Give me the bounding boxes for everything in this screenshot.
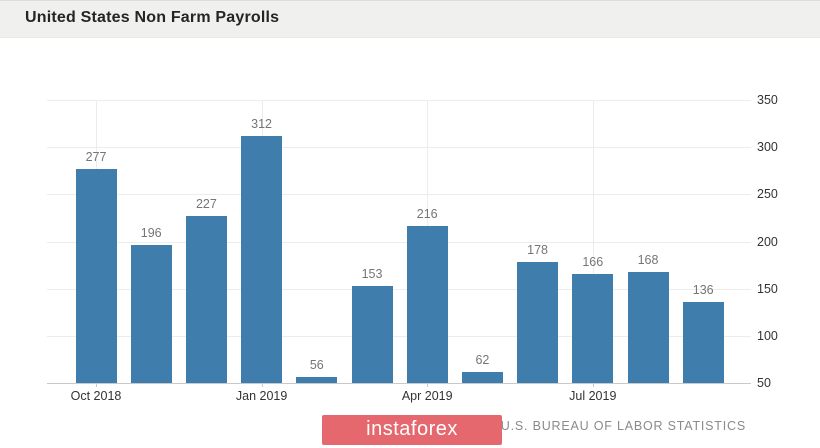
bar-value-label: 136 — [692, 282, 714, 297]
instaforex-watermark: instaforex — [322, 415, 502, 445]
horizontal-gridline — [47, 241, 751, 243]
bar — [241, 135, 283, 383]
bar — [185, 216, 227, 383]
x-tick-label: Jan 2019 — [235, 389, 288, 403]
bar-value-label: 153 — [361, 266, 383, 281]
bar — [461, 371, 503, 383]
bar-value-label: 178 — [527, 243, 549, 258]
bar-value-label: 196 — [140, 226, 162, 241]
x-tick-label: Oct 2018 — [70, 389, 122, 403]
bar — [130, 245, 172, 383]
horizontal-gridline — [47, 194, 751, 196]
y-tick-label: 100 — [757, 328, 778, 343]
y-tick-label: 350 — [757, 93, 778, 107]
bar-value-label: 277 — [85, 149, 107, 164]
bar — [351, 285, 393, 383]
bar — [517, 262, 559, 383]
y-tick-label: 300 — [757, 140, 778, 155]
bar — [682, 301, 724, 383]
bar-value-label: 56 — [309, 358, 324, 373]
x-tick-mark — [96, 383, 97, 387]
bar — [296, 377, 338, 383]
x-axis-line — [47, 383, 751, 384]
bar-value-label: 166 — [582, 254, 604, 269]
horizontal-gridline — [47, 100, 751, 101]
bar-value-label: 168 — [637, 252, 659, 267]
x-tick-mark — [427, 383, 429, 387]
y-tick-label: 50 — [757, 376, 771, 390]
bar-value-label: 216 — [416, 207, 438, 222]
x-tick-label: Jul 2019 — [569, 389, 617, 403]
bar — [406, 226, 448, 383]
source-credit: U.S. BUREAU OF LABOR STATISTICS — [500, 419, 746, 433]
horizontal-gridline — [47, 335, 751, 337]
y-tick-label: 200 — [757, 234, 778, 249]
payrolls-bar-chart: 350 300 250 200 150 100 50 277 196 227 312 56 153 216… — [0, 39, 820, 448]
bar — [75, 168, 117, 383]
header-bar: United States Non Farm Payrolls — [0, 0, 820, 38]
y-tick-label: 150 — [757, 281, 778, 296]
y-tick-label: 250 — [757, 187, 778, 202]
bar-value-label: 227 — [195, 197, 217, 212]
x-tick-mark — [592, 383, 594, 387]
x-tick-label: Apr 2019 — [401, 389, 453, 403]
x-tick-mark — [261, 383, 263, 387]
horizontal-gridline — [47, 288, 751, 290]
bar-value-label: 62 — [475, 352, 490, 367]
horizontal-gridline — [47, 147, 751, 149]
page-title: United States Non Farm Payrolls — [25, 9, 280, 26]
bar — [572, 273, 614, 383]
bar — [627, 271, 669, 383]
bar-value-label: 312 — [251, 116, 273, 131]
